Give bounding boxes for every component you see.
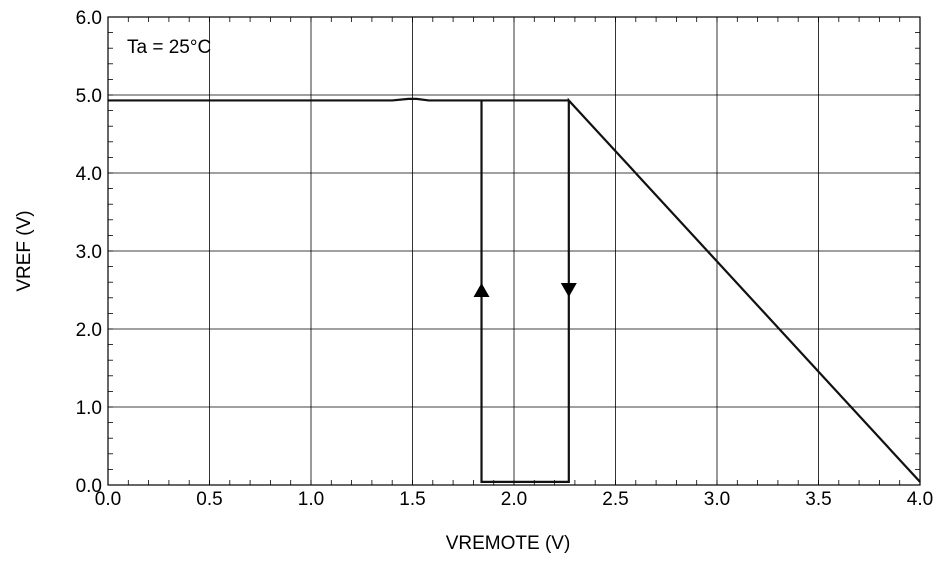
y-tick-label: 4.0 — [76, 164, 102, 185]
temperature-annotation: Ta = 25°C — [127, 37, 211, 58]
y-tick-label: 5.0 — [76, 86, 102, 107]
y-tick-labels: 0.0 1.0 2.0 3.0 4.0 5.0 6.0 — [76, 8, 102, 497]
direction-arrow — [560, 283, 577, 297]
x-tick-label: 2.0 — [501, 489, 527, 510]
x-tick-label: 0.5 — [196, 489, 222, 510]
y-tick-label: 2.0 — [76, 320, 102, 341]
x-tick-label: 4.0 — [907, 489, 933, 510]
grid — [107, 16, 921, 486]
series-line — [480, 97, 921, 483]
x-tick-label: 1.0 — [298, 489, 324, 510]
y-tick-label: 6.0 — [76, 8, 102, 29]
series-line — [108, 97, 569, 102]
x-tick-label: 3.0 — [704, 489, 730, 510]
y-axis-title: VREF (V) — [14, 210, 35, 291]
x-tick-label: 2.5 — [602, 489, 628, 510]
x-axis-title: VREMOTE (V) — [446, 533, 571, 554]
y-tick-label: 0.0 — [76, 476, 102, 497]
x-tick-label: 3.5 — [805, 489, 831, 510]
series-layer — [108, 97, 921, 483]
plot-frame — [107, 16, 921, 486]
arrow-layer — [473, 283, 577, 297]
x-tick-label: 1.5 — [399, 489, 425, 510]
minor-ticks — [107, 16, 921, 486]
x-tick-labels: 0.0 0.5 1.0 1.5 2.0 2.5 3.0 3.5 4.0 — [95, 489, 933, 510]
direction-arrow — [473, 283, 490, 297]
x-tick-label: 0.0 — [95, 489, 121, 510]
y-tick-label: 3.0 — [76, 242, 102, 263]
y-tick-label: 1.0 — [76, 398, 102, 419]
